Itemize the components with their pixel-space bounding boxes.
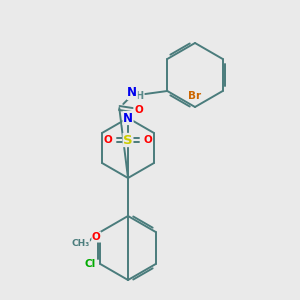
Text: N: N xyxy=(123,112,133,124)
Text: CH₃: CH₃ xyxy=(71,238,89,247)
Text: Cl: Cl xyxy=(85,259,96,269)
Text: O: O xyxy=(103,135,112,145)
Text: O: O xyxy=(92,232,101,242)
Text: O: O xyxy=(135,105,144,115)
Text: N: N xyxy=(127,86,137,100)
Text: H: H xyxy=(135,91,143,101)
Text: S: S xyxy=(123,134,133,146)
Text: Br: Br xyxy=(188,91,202,101)
Text: O: O xyxy=(144,135,152,145)
